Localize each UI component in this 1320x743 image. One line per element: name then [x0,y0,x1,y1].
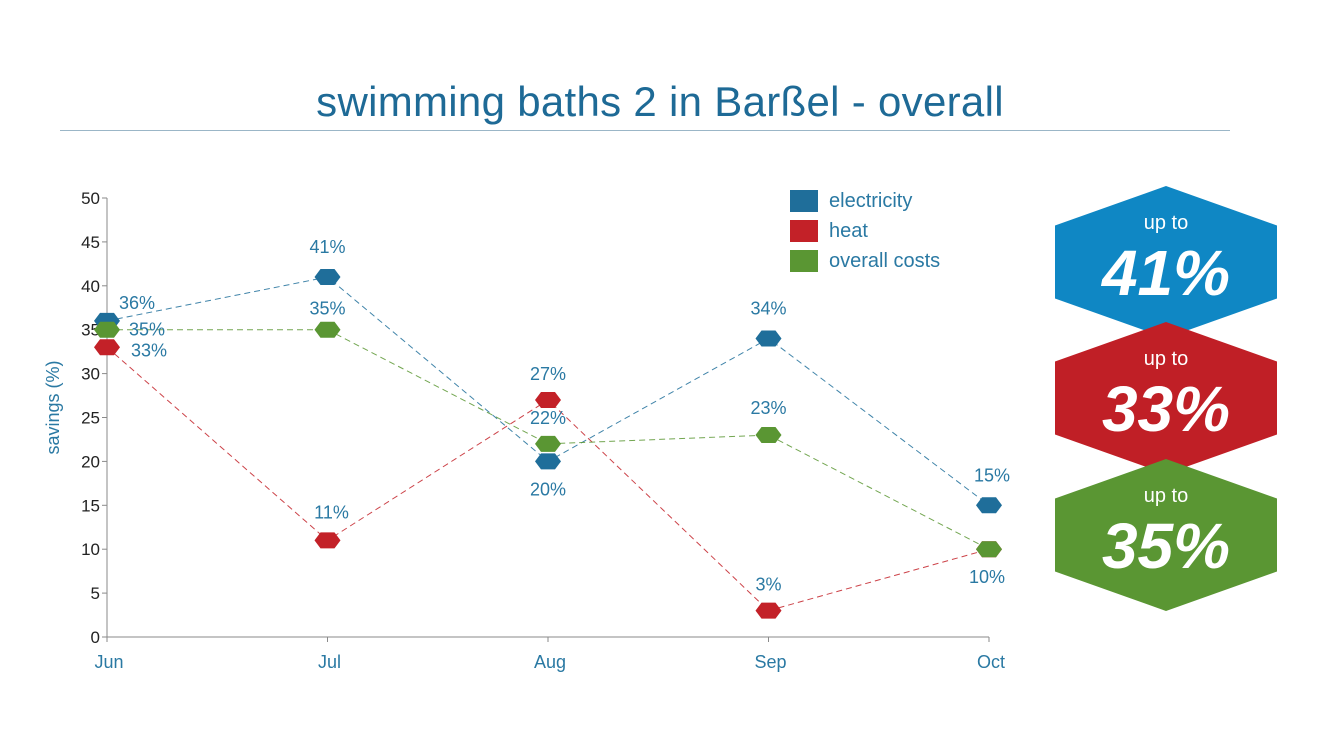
legend-swatch-overall-costs [790,250,818,272]
y-tick-label: 15 [81,496,100,515]
badge-electricity-value: 41% [1101,237,1231,309]
y-axis-title: savings (%) [43,360,63,454]
legend-item-electricity: electricity [790,186,940,216]
data-label-overall-costs: 35% [309,299,345,319]
chart-legend: electricity heat overall costs [790,186,940,276]
data-point-heat [535,391,561,408]
y-tick-label: 0 [91,628,100,647]
page-title: swimming baths 2 in Barßel - overall [316,78,1004,125]
data-label-electricity: 34% [750,298,786,318]
x-tick-label: Jun [94,652,123,672]
badge-electricity-prefix: up to [1143,212,1189,234]
y-tick-label: 20 [81,452,100,471]
legend-swatch-heat [790,220,818,242]
data-point-overall-costs [94,321,120,338]
legend-label-overall-costs: overall costs [829,249,941,272]
legend-swatch-electricity [790,190,818,212]
legend-label-heat: heat [829,219,868,242]
data-point-electricity [755,330,782,347]
x-tick-label: Aug [534,652,566,672]
data-point-overall-costs [314,321,341,338]
x-tick-label: Jul [318,652,341,672]
badge-heat-prefix: up to [1143,348,1189,370]
data-label-electricity: 41% [309,237,345,257]
legend-label-electricity: electricity [829,189,913,212]
data-label-heat: 33% [131,340,167,360]
data-label-heat: 10% [969,567,1005,587]
data-label-electricity: 20% [530,479,566,499]
data-point-overall-costs [535,435,561,452]
y-tick-label: 35 [81,321,100,340]
title-divider [60,130,1230,131]
series-line-electricity [106,276,990,506]
data-label-overall-costs: 23% [750,398,786,418]
y-tick-label: 5 [91,584,100,603]
legend-item-heat: heat [790,216,940,246]
y-tick-label: 30 [81,365,100,384]
data-label-heat: 3% [755,575,781,595]
data-point-electricity [535,453,561,470]
badge-heat-value: 33% [1101,373,1231,445]
series-line-overall-costs [107,329,990,550]
data-label-overall-costs: 35% [129,320,165,340]
x-tick-label: Sep [754,652,786,672]
badge-overall-costs-value: 35% [1101,510,1231,582]
data-point-heat [314,532,341,549]
data-label-heat: 27% [530,364,566,384]
y-tick-label: 25 [81,409,100,428]
badge-overall-costs-prefix: up to [1143,485,1189,507]
y-tick-label: 10 [81,540,100,559]
x-tick-label: Oct [977,652,1005,672]
data-point-electricity [314,269,341,286]
y-tick-label: 50 [81,189,100,208]
data-label-electricity: 15% [974,465,1010,485]
data-label-heat: 11% [314,502,349,522]
data-point-overall-costs [755,427,782,444]
data-label-overall-costs: 22% [530,408,566,428]
data-point-electricity [976,497,1002,514]
y-tick-label: 45 [81,233,100,252]
data-point-heat [94,339,120,356]
data-point-heat [755,602,782,619]
data-point-overall-costs [976,541,1002,558]
legend-item-overall-costs: overall costs [790,246,940,276]
y-tick-label: 40 [81,277,100,296]
data-label-electricity: 36% [119,293,155,313]
